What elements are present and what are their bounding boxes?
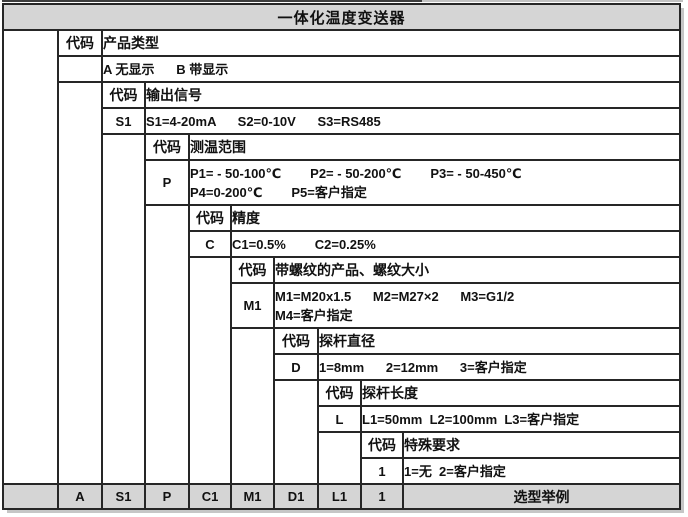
level-2-title: 测温范围 (188, 133, 681, 161)
level-3-title: 精度 (230, 204, 681, 232)
table-row: 代码 测温范围 (3, 133, 681, 485)
summary-code-3: C1 (188, 483, 232, 510)
level-5-spacer-cell (273, 379, 319, 485)
level-0-code-label: 代码 (57, 29, 103, 57)
level-0-title: 产品类型 (101, 29, 681, 57)
level-5-code: D (273, 353, 319, 381)
summary-code-4: M1 (230, 483, 275, 510)
level-2-spacer-cell (144, 204, 190, 485)
level-5-code-label: 代码 (273, 327, 319, 355)
level-6-values: L1=50mm L2=100mm L3=客户指定 (360, 405, 681, 433)
summary-spacer-cell (2, 483, 59, 510)
summary-code-0: A (57, 483, 103, 510)
summary-label: 选型举例 (402, 483, 681, 510)
level-7-title: 特殊要求 (402, 431, 681, 459)
level-1-values: S1=4-20mA S2=0-10V S3=RS485 (144, 107, 681, 135)
level-7-code-label: 代码 (360, 431, 404, 459)
top-edge-dark (2, 0, 422, 2)
level-1-title: 输出信号 (144, 81, 681, 109)
summary-code-5: D1 (273, 483, 319, 510)
table-row: 代码 输出信号 (3, 81, 681, 485)
summary-code-7: 1 (360, 483, 404, 510)
level-4-values: M1=M20x1.5 M2=M27×2 M3=G1/2 M4=客户指定 (273, 282, 681, 329)
level-2-code-label: 代码 (144, 133, 190, 161)
level-6-title: 探杆长度 (360, 379, 681, 407)
table-row: 代码 精度 (3, 204, 681, 485)
level-3-values: C1=0.5% C2=0.25% (230, 230, 681, 258)
table-row: 代码 特殊要求 (3, 431, 681, 485)
table-row: P P1= - 50-100℃ P2= - 50-200℃ P3= - 50-4… (3, 159, 681, 206)
level-4-spacer-cell (230, 327, 275, 485)
summary-code-6: L1 (317, 483, 362, 510)
level-5-title: 探杆直径 (317, 327, 681, 355)
level-7-code: 1 (360, 457, 404, 485)
table-row: 代码 探杆长度 (3, 379, 681, 485)
level-4-code: M1 (230, 282, 275, 329)
table-row: L L1=50mm L2=100mm L3=客户指定 (3, 405, 681, 433)
summary-row: A S1 P C1 M1 D1 L1 1 选型举例 (2, 483, 681, 510)
table-row: A 无显示 B 带显示 (3, 55, 681, 83)
level-0-values: A 无显示 B 带显示 (101, 55, 681, 83)
level-1-spacer-cell (101, 133, 146, 485)
table-row: C C1=0.5% C2=0.25% (3, 230, 681, 258)
table-row: 代码 产品类型 (2, 29, 681, 485)
level-7-values: 1=无 2=客户指定 (402, 457, 681, 485)
level-1-code-label: 代码 (101, 81, 146, 109)
table-row: D 1=8mm 2=12mm 3=客户指定 (3, 353, 681, 381)
level-1-code: S1 (101, 107, 146, 135)
level-3-code-label: 代码 (188, 204, 232, 232)
left-spacer-cell (2, 29, 59, 485)
level-6-spacer-cell (317, 431, 362, 485)
level-4-title: 带螺纹的产品、螺纹大小 (273, 256, 681, 284)
table-row: 代码 带螺纹的产品、螺纹大小 (3, 256, 681, 485)
level-0-spacer-cell (57, 81, 103, 485)
table-row: 1 1=无 2=客户指定 (3, 457, 681, 485)
level-2-values: P1= - 50-100℃ P2= - 50-200℃ P3= - 50-450… (188, 159, 681, 206)
level-4-code-label: 代码 (230, 256, 275, 284)
level-0-code (57, 55, 103, 83)
table-title: 一体化温度变送器 (2, 3, 681, 31)
table-row: M1 M1=M20x1.5 M2=M27×2 M3=G1/2 M4=客户指定 (3, 282, 681, 329)
top-edge-light (422, 0, 683, 2)
level-5-values: 1=8mm 2=12mm 3=客户指定 (317, 353, 681, 381)
level-3-spacer-cell (188, 256, 232, 485)
table-header-row: 一体化温度变送器 (2, 3, 681, 31)
level-6-code-label: 代码 (317, 379, 362, 407)
table-row: S1 S1=4-20mA S2=0-10V S3=RS485 (3, 107, 681, 135)
level-2-code: P (144, 159, 190, 206)
selection-table: 一体化温度变送器 代码 产品类型 A 无显示 B 带显示 代码 输出信号 S1 … (2, 3, 681, 510)
summary-code-1: S1 (101, 483, 146, 510)
summary-code-2: P (144, 483, 190, 510)
level-6-code: L (317, 405, 362, 433)
table-row: 代码 探杆直径 (3, 327, 681, 485)
level-3-code: C (188, 230, 232, 258)
